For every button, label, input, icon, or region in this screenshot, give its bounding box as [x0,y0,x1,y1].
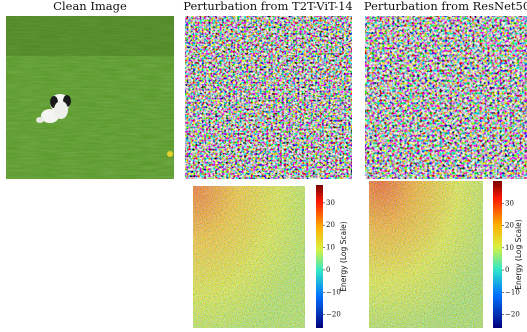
energy-map [193,186,305,328]
colorbar-tick-label: 20 [326,221,335,229]
colorbar-tick-label: −20 [505,311,520,319]
colorbar-tick-label: 10 [505,244,514,252]
colorbar-tick-label: −10 [326,288,341,296]
panel-title: Perturbation from T2T-ViT-14 [183,0,353,13]
colorbar [316,185,323,328]
panel-title: Perturbation from ResNet50 [364,0,527,13]
colorbar [493,181,502,328]
colorbar-tick-label: −20 [326,311,341,319]
colorbar-tick-label: 20 [505,222,514,230]
colorbar-tick-label: 0 [505,266,509,274]
panel-title: Clean Image [53,0,127,13]
colorbar-tick-label: −10 [505,288,520,296]
colorbar-tick-label: 30 [505,199,514,207]
perturbation-image [365,16,527,179]
perturbation-image [185,16,352,179]
colorbar-label: Energy (Log Scale) [514,219,523,290]
colorbar-label: Energy (Log Scale) [339,221,348,292]
colorbar-tick-label: 0 [326,266,330,274]
colorbar-tick-label: 30 [326,199,335,207]
colorbar-tick-label: 10 [326,244,335,252]
clean-image [6,16,174,179]
energy-map [369,181,483,328]
